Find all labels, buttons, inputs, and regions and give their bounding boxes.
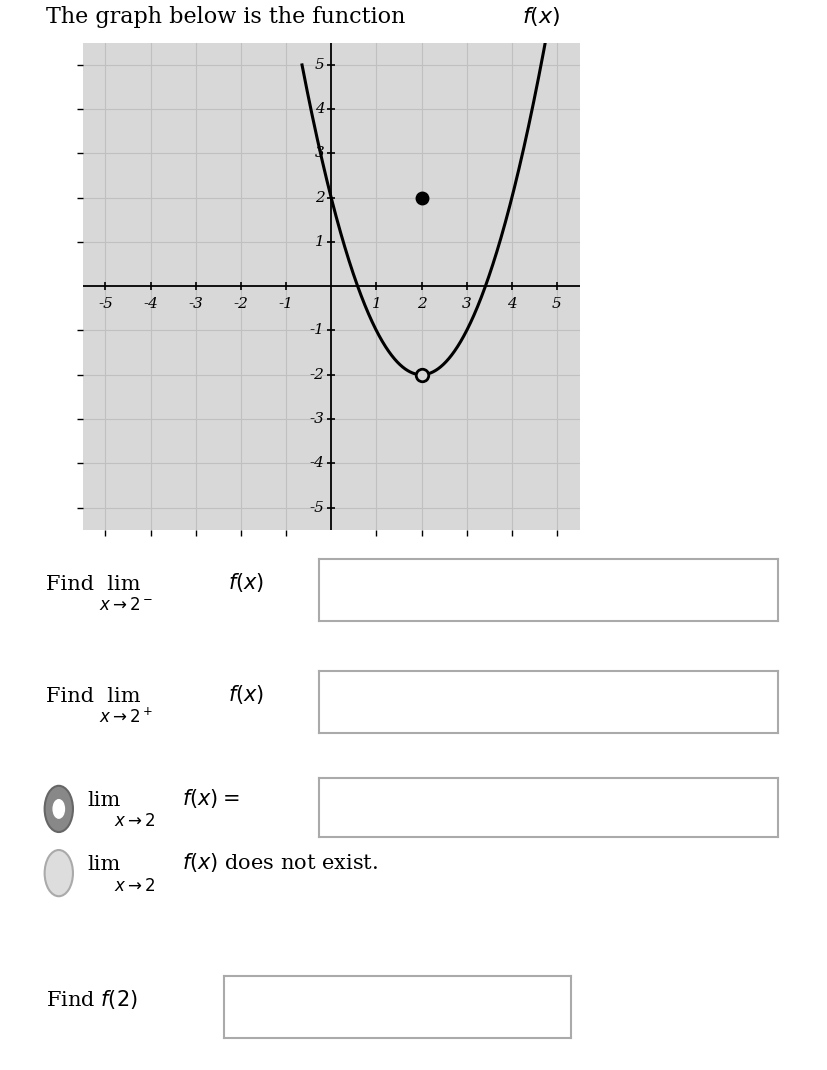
Text: -4: -4 [143,297,158,311]
Text: 2: 2 [314,190,324,204]
Text: 3: 3 [314,147,324,160]
Text: Find  lim: Find lim [45,687,140,706]
Text: The graph below is the function: The graph below is the function [45,5,412,28]
Text: Find  lim: Find lim [45,575,140,594]
Text: $x \to 2$: $x \to 2$ [114,812,155,830]
Circle shape [45,850,73,897]
Text: 2: 2 [416,297,426,311]
Text: -5: -5 [309,501,324,515]
Text: 4: 4 [506,297,516,311]
Text: 4: 4 [314,103,324,117]
Text: lim: lim [87,855,120,874]
Text: -2: -2 [233,297,248,311]
Text: 1: 1 [371,297,380,311]
Text: 1: 1 [314,235,324,249]
Text: -3: -3 [188,297,203,311]
Text: $x \to 2^-$: $x \to 2^-$ [99,596,153,614]
Text: lim: lim [87,791,120,810]
Text: $f(x)$: $f(x)$ [227,571,264,594]
Text: -5: -5 [98,297,112,311]
Text: $f(x)$ does not exist.: $f(x)$ does not exist. [182,852,378,874]
Text: -1: -1 [278,297,293,311]
Text: $f(x)$: $f(x)$ [521,5,559,28]
Text: $f(x) =$: $f(x) =$ [182,788,239,810]
Text: 5: 5 [552,297,562,311]
Text: -2: -2 [309,368,324,382]
Text: -4: -4 [309,456,324,470]
Text: 5: 5 [314,58,324,72]
Text: $x \to 2^+$: $x \to 2^+$ [99,707,153,727]
Text: $x \to 2$: $x \to 2$ [114,876,155,895]
Circle shape [45,785,73,832]
Text: $f(x)$: $f(x)$ [227,684,264,706]
Circle shape [53,799,65,819]
Text: -1: -1 [309,323,324,337]
Text: Find $f(2)$: Find $f(2)$ [45,989,137,1011]
Text: 3: 3 [461,297,471,311]
Text: -3: -3 [309,412,324,426]
